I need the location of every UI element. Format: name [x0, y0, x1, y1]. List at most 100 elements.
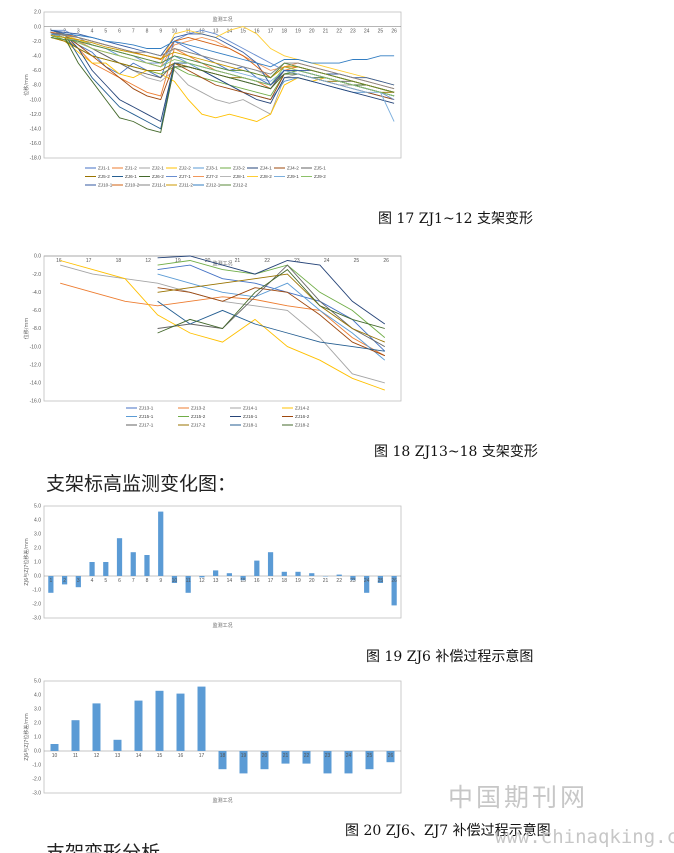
x-tick-label: 6 [118, 578, 121, 584]
legend-label: ZJ5-1 [314, 166, 326, 171]
bar-18 [281, 571, 287, 576]
bar-15 [155, 690, 164, 751]
bar-24 [364, 576, 370, 593]
legend-label: ZJ6-1 [125, 174, 137, 179]
bar-4 [89, 562, 95, 576]
x-tick-label: 17 [199, 753, 205, 759]
x-tick-label: 19 [295, 29, 301, 35]
x-tick-label: 18 [282, 29, 288, 35]
fig18-caption: 图 18 ZJ13~18 支架变形 [374, 444, 538, 460]
x-tick-label: 22 [264, 258, 270, 264]
x-tick-label: 10 [172, 578, 178, 584]
y-axis-label: 位移/mm [23, 74, 30, 96]
y-tick-label: -10.0 [30, 344, 42, 350]
legend-label: ZJ11-1 [152, 183, 166, 188]
series-line-zj17-2 [157, 273, 385, 343]
y-tick-label: 1.0 [34, 560, 41, 566]
legend-label: ZJ3-1 [206, 166, 218, 171]
legend-label: ZJ11-2 [179, 183, 193, 188]
series-line-zj12-2 [50, 37, 395, 93]
y-tick-label: -2.0 [32, 602, 41, 608]
legend-label: ZJ2-2 [179, 166, 191, 171]
bar-16 [254, 560, 260, 576]
bar-12 [92, 703, 101, 751]
series-line-zj11-1 [50, 33, 395, 90]
x-tick-label: 16 [254, 29, 260, 35]
legend-label: ZJ10-1 [98, 183, 113, 188]
fig20-svg: 5.0 4.0 3.0 2.0 1.0 0.0 -1.0 -2.0 -3.0 10 11 12 13 14… [23, 679, 402, 804]
legend-label: ZJ3-2 [233, 166, 245, 171]
legend-label: ZJ10-2 [125, 183, 140, 188]
x-tick-label: 25 [378, 29, 384, 35]
x-axis-label: 监测工况 [212, 797, 232, 804]
x-tick-label: 19 [295, 578, 301, 584]
chart-title: 监测工况 [212, 260, 232, 267]
y-tick-label: -16.0 [30, 141, 42, 147]
bar-26 [391, 576, 397, 606]
x-tick-label: 1 [49, 29, 52, 35]
y-tick-label: -12.0 [30, 112, 42, 118]
legend-label: ZJ7-2 [206, 174, 218, 179]
y-tick-label: 2.0 [34, 546, 41, 552]
legend-label: ZJ18-2 [295, 423, 310, 428]
y-tick-label: -6.0 [32, 308, 41, 314]
y-tick-label: -16.0 [30, 399, 42, 405]
x-tick-label: 18 [116, 258, 122, 264]
x-tick-label: 14 [136, 753, 142, 759]
y-tick-label: -14.0 [30, 381, 42, 387]
x-tick-label: 1 [49, 578, 52, 584]
x-tick-label: 14 [227, 578, 233, 584]
x-tick-label: 15 [240, 29, 246, 35]
x-tick-label: 26 [383, 258, 389, 264]
y-tick-label: -1.0 [32, 763, 41, 769]
section-heading: 支架标高监测变化图： [46, 473, 237, 495]
bar-21 [281, 751, 290, 764]
x-tick-label: 19 [241, 753, 247, 759]
x-tick-label: 23 [350, 578, 356, 584]
fig19-caption: 图 19 ZJ6 补偿过程示意图 [366, 649, 534, 665]
x-tick-label: 18 [220, 753, 226, 759]
legend-label: ZJ14-1 [243, 406, 258, 411]
bar-17 [197, 686, 206, 751]
x-tick-label: 17 [268, 29, 274, 35]
x-tick-label: 13 [213, 29, 219, 35]
bar-18 [218, 751, 227, 770]
bar-22 [302, 751, 311, 764]
series-line-zj13-2 [60, 282, 386, 357]
x-tick-label: 24 [324, 258, 330, 264]
legend-label: ZJ8-1 [233, 174, 245, 179]
series-line-zj4-1 [50, 29, 395, 123]
x-tick-label: 24 [364, 29, 370, 35]
y-tick-label: 4.0 [34, 518, 41, 524]
x-tick-label: 13 [213, 578, 219, 584]
bar-11 [71, 720, 80, 751]
y-tick-label: 0.0 [34, 749, 41, 755]
y-tick-label: -12.0 [30, 362, 42, 368]
bar-17 [267, 552, 274, 576]
y-tick-label: 3.0 [34, 532, 41, 538]
y-tick-label: 4.0 [34, 693, 41, 699]
y-axis-label: 位移/mm [23, 318, 30, 340]
bar-8 [144, 555, 150, 576]
x-tick-label: 10 [172, 29, 178, 35]
x-tick-label: 20 [309, 29, 315, 35]
x-tick-label: 8 [146, 29, 149, 35]
bar-23 [350, 576, 356, 581]
x-tick-label: 5 [104, 578, 107, 584]
x-tick-label: 19 [175, 258, 181, 264]
y-tick-label: 5.0 [34, 504, 41, 510]
y-tick-label: -6.0 [32, 68, 41, 74]
x-tick-label: 26 [391, 29, 397, 35]
legend-label: ZJ13-1 [139, 406, 154, 411]
y-tick-label: 0.0 [34, 574, 41, 580]
y-tick-label: -10.0 [30, 97, 42, 103]
x-tick-label: 10 [52, 753, 58, 759]
series-line-zj13-1 [157, 264, 386, 352]
bar-11 [185, 576, 191, 593]
y-tick-label: -1.0 [32, 588, 41, 594]
y-tick-label: -8.0 [32, 326, 41, 332]
fig19-chart: 5.0 4.0 3.0 2.0 1.0 0.0 -1.0 -2.0 -3.0 1 2 3 4 5 6 7 8 9 1… [20, 502, 410, 629]
bar-20 [309, 573, 315, 576]
x-axis-label: 监测工况 [212, 622, 232, 629]
x-tick-label: 24 [346, 753, 352, 759]
